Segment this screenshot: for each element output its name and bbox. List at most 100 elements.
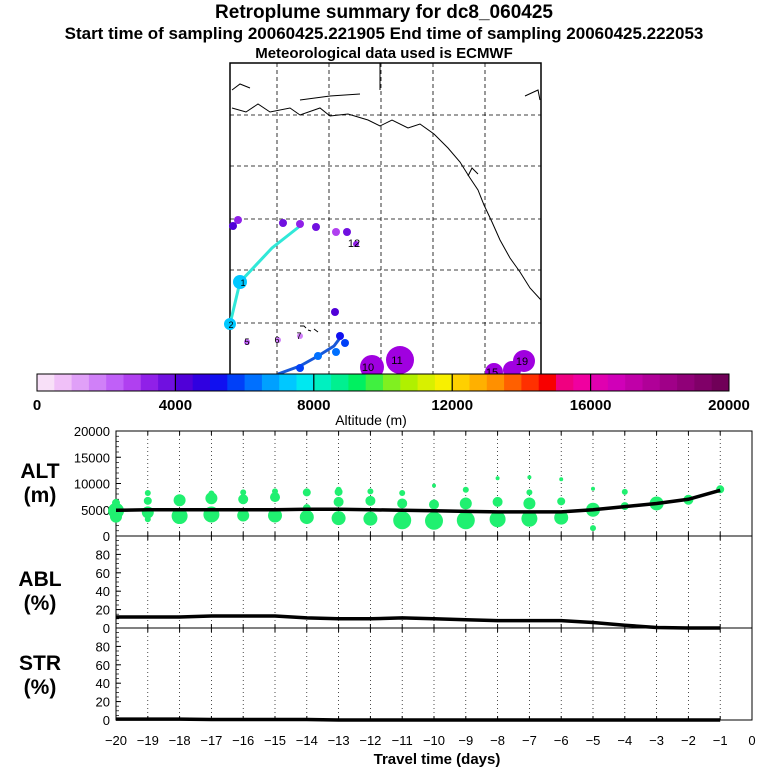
x-tick-label: −6 bbox=[554, 733, 569, 748]
x-tick-label: −20 bbox=[105, 733, 127, 748]
colorbar-cell bbox=[383, 374, 401, 391]
alt-scatter-point bbox=[429, 499, 439, 510]
alt-ytick-label: 15000 bbox=[74, 450, 110, 465]
x-tick-label: −14 bbox=[296, 733, 318, 748]
colorbar-cell bbox=[331, 374, 349, 391]
abl-ytick-label: 60 bbox=[96, 566, 110, 581]
trajectory-point bbox=[234, 216, 242, 224]
colorbar-tick-label: 16000 bbox=[570, 397, 612, 414]
alt-scatter-point bbox=[240, 489, 247, 496]
colorbar-cell bbox=[348, 374, 367, 391]
alt-scatter-point bbox=[527, 475, 532, 480]
colorbar-cell bbox=[365, 374, 384, 391]
alt-scatter-point bbox=[367, 488, 374, 495]
colorbar-cell bbox=[123, 374, 142, 391]
colorbar-cell bbox=[417, 374, 436, 391]
abl-ytick-label: 0 bbox=[103, 621, 110, 636]
colorbar-cell bbox=[279, 374, 297, 391]
trajectory-point bbox=[386, 346, 414, 374]
alt-scatter-point bbox=[331, 511, 346, 526]
str-ytick-label: 0 bbox=[103, 713, 110, 728]
alt-scatter-point bbox=[495, 476, 500, 481]
trajectory-label: 6 bbox=[274, 335, 279, 345]
trajectory-point bbox=[224, 318, 236, 330]
x-axis-title: Travel time (days) bbox=[374, 751, 501, 768]
alt-unit: (m) bbox=[24, 484, 57, 507]
colorbar-cell bbox=[210, 374, 228, 391]
alt-scatter-point bbox=[333, 496, 344, 507]
alt-scatter-point bbox=[489, 511, 506, 528]
abl-frame bbox=[115, 535, 753, 629]
alt-scatter-point bbox=[521, 510, 538, 527]
alt-scatter-point bbox=[523, 497, 536, 510]
alt-scatter-point bbox=[425, 511, 443, 530]
str-series-line bbox=[116, 717, 721, 722]
alt-scatter-point bbox=[397, 498, 408, 509]
x-tick-label: −10 bbox=[423, 733, 445, 748]
str-label: STR bbox=[19, 652, 61, 675]
colorbar-cell bbox=[625, 374, 643, 391]
colorbar-cell bbox=[400, 374, 419, 391]
colorbar-cell bbox=[434, 374, 453, 391]
trajectory-point bbox=[296, 220, 304, 228]
colorbar-cell bbox=[88, 374, 107, 391]
alt-series-line bbox=[115, 488, 721, 514]
colorbar-cell bbox=[677, 374, 695, 391]
alt-scatter-point bbox=[268, 508, 282, 523]
trajectory-point bbox=[229, 222, 237, 230]
coastline bbox=[231, 63, 542, 301]
alt-scatter-point bbox=[335, 486, 342, 493]
trajectory-point bbox=[336, 332, 344, 340]
trajectory-path-1 bbox=[228, 224, 301, 325]
colorbar-cell bbox=[521, 374, 540, 391]
alt-ytick-label: 0 bbox=[103, 529, 110, 544]
abl-unit: (%) bbox=[24, 592, 57, 615]
colorbar-cell bbox=[313, 374, 332, 391]
trajectory-label: 10 bbox=[362, 362, 374, 374]
colorbar-tick-label: 20000 bbox=[708, 397, 750, 414]
alt-scatter-point bbox=[208, 490, 215, 497]
alt-scatter-point bbox=[554, 510, 569, 525]
alt-scatter-point bbox=[399, 489, 406, 496]
x-tick-label: −4 bbox=[617, 733, 632, 748]
alt-scatter-point bbox=[171, 508, 188, 525]
alt-scatter-point bbox=[110, 510, 122, 523]
alt-scatter-point bbox=[492, 496, 503, 507]
colorbar-cell bbox=[227, 374, 246, 391]
x-tick-label: −19 bbox=[137, 733, 159, 748]
str-ytick-label: 80 bbox=[96, 639, 110, 654]
map-grid bbox=[230, 63, 541, 375]
colorbar-cell bbox=[538, 374, 557, 391]
trajectory-point bbox=[314, 352, 322, 360]
colorbar-cell bbox=[54, 374, 73, 391]
trajectory-point bbox=[244, 339, 250, 345]
colorbar-cell bbox=[607, 374, 626, 391]
alt-scatter-point bbox=[459, 497, 472, 510]
alt-scatter-point bbox=[270, 492, 280, 503]
alt-scatter-point bbox=[205, 492, 218, 505]
str-ytick-label: 40 bbox=[96, 676, 110, 691]
abl-ytick-label: 80 bbox=[96, 547, 110, 562]
alt-ytick-label: 5000 bbox=[81, 503, 110, 518]
trajectory-point bbox=[312, 223, 320, 231]
x-tick-label: −9 bbox=[458, 733, 473, 748]
trajectory-point bbox=[279, 219, 287, 227]
alt-scatter-point bbox=[144, 489, 151, 496]
colorbar-cell bbox=[504, 374, 522, 391]
trajectory-point bbox=[332, 348, 340, 356]
x-tick-label: 0 bbox=[748, 733, 755, 748]
alt-scatter-point bbox=[432, 483, 436, 488]
trajectory-label: 7 bbox=[296, 331, 301, 341]
alt-scatter-point bbox=[302, 488, 311, 497]
x-tick-label: −7 bbox=[522, 733, 537, 748]
alt-scatter-point bbox=[237, 509, 250, 522]
colorbar-label: Altitude (m) bbox=[335, 412, 407, 428]
colorbar-frame bbox=[36, 373, 730, 392]
x-tick-label: −11 bbox=[392, 733, 413, 748]
abl-label: ABL bbox=[18, 568, 61, 591]
abl-series-line bbox=[116, 614, 721, 630]
chart-title: Retroplume summary for dc8_060425 bbox=[215, 2, 553, 23]
met-data-line: Meteorological data used is ECMWF bbox=[255, 45, 513, 62]
colorbar-cell bbox=[486, 374, 505, 391]
